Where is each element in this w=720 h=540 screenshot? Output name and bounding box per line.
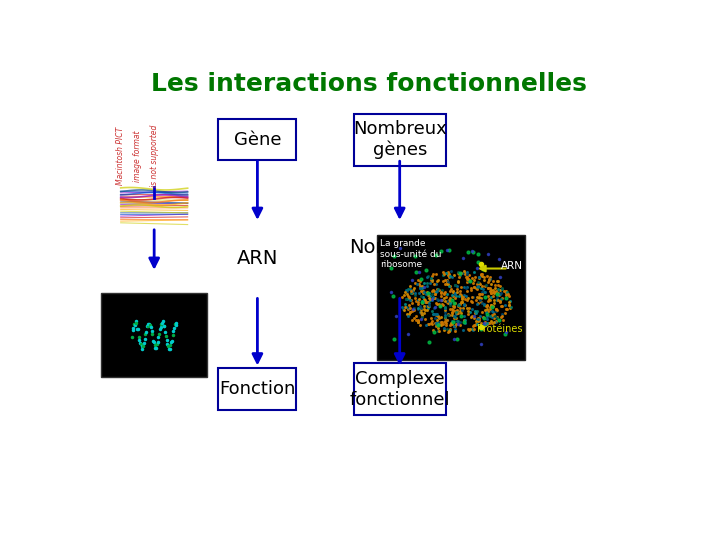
Bar bbox=[101, 294, 207, 377]
Text: ARN: ARN bbox=[237, 248, 278, 268]
Text: image format: image format bbox=[133, 131, 142, 182]
Text: ARN: ARN bbox=[500, 261, 523, 272]
Text: Les interactions fonctionnelles: Les interactions fonctionnelles bbox=[151, 71, 587, 96]
Bar bbox=[377, 235, 526, 360]
Text: is not supported: is not supported bbox=[150, 125, 158, 187]
FancyBboxPatch shape bbox=[218, 368, 297, 410]
FancyBboxPatch shape bbox=[218, 119, 297, 160]
Text: Gène: Gène bbox=[234, 131, 281, 149]
Text: Nombreux
ARN: Nombreux ARN bbox=[349, 238, 450, 279]
FancyBboxPatch shape bbox=[354, 363, 446, 415]
FancyBboxPatch shape bbox=[354, 113, 446, 166]
Text: Protéines: Protéines bbox=[477, 324, 523, 334]
Bar bbox=[115, 140, 196, 239]
Text: Complexe
fonctionnel: Complexe fonctionnel bbox=[349, 370, 450, 409]
Text: Fonction: Fonction bbox=[219, 380, 296, 398]
Text: Nombreux
gènes: Nombreux gènes bbox=[353, 120, 446, 159]
Text: Macintosh PICT: Macintosh PICT bbox=[116, 127, 125, 185]
Text: La grande
sous-unité du
ribosome: La grande sous-unité du ribosome bbox=[380, 239, 441, 269]
